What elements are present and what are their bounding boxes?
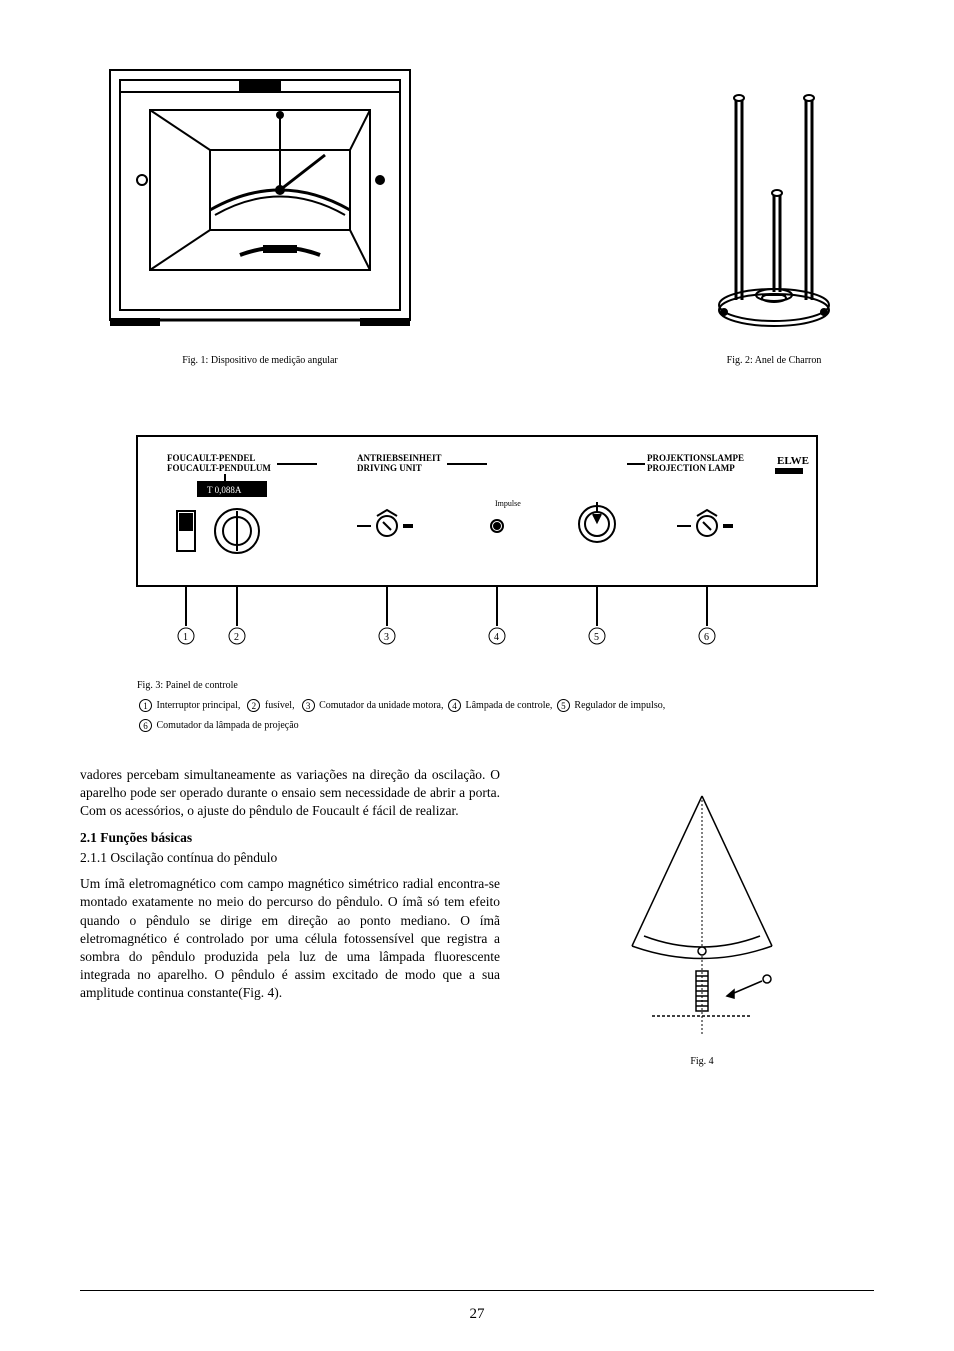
figure-2-svg	[694, 80, 854, 340]
legend-text-4: Lâmpada de controle,	[466, 700, 553, 711]
legend-num-6: 6	[139, 719, 152, 732]
text-column: vadores percebam simultaneamente as vari…	[80, 766, 500, 1067]
legend-num-2: 2	[247, 699, 260, 712]
figure-3-captions: Fig. 3: Painel de controle 1 Interruptor…	[117, 676, 837, 736]
legend-num-3: 3	[302, 699, 315, 712]
svg-text:1: 1	[183, 632, 188, 643]
paragraph-1: vadores percebam simultaneamente as vari…	[80, 766, 500, 821]
svg-text:DRIVING UNIT: DRIVING UNIT	[357, 463, 422, 473]
legend-text-3: Comutador da unidade motora,	[319, 700, 443, 711]
body-columns: vadores percebam simultaneamente as vari…	[80, 766, 874, 1067]
svg-text:3: 3	[384, 632, 389, 643]
legend-text-1: Interruptor principal,	[157, 700, 241, 711]
legend-num-1: 1	[139, 699, 152, 712]
legend-text-2: fusível,	[265, 700, 295, 711]
paragraph-2: Um ímã eletromagnético com campo magnéti…	[80, 875, 500, 1003]
svg-text:FOUCAULT-PENDEL: FOUCAULT-PENDEL	[167, 453, 255, 463]
svg-text:2: 2	[234, 632, 239, 643]
svg-text:FOUCAULT-PENDULUM: FOUCAULT-PENDULUM	[167, 463, 271, 473]
footer-rule	[80, 1290, 874, 1291]
figure-4-caption: Fig. 4	[690, 1056, 713, 1067]
figure-4-block: Fig. 4	[530, 766, 874, 1067]
legend-num-4: 4	[448, 699, 461, 712]
figure-1-svg	[90, 60, 430, 340]
figure-1-caption: Fig. 1: Dispositivo de medição angular	[80, 355, 440, 366]
page-number: 27	[0, 1306, 954, 1323]
legend-text-5: Regulador de impulso,	[574, 700, 665, 711]
legend-num-5: 5	[557, 699, 570, 712]
heading-2-1-1: 2.1.1 Oscilação contínua do pêndulo	[80, 849, 500, 867]
figure-4-svg	[572, 786, 832, 1046]
svg-text:ELWE: ELWE	[777, 455, 809, 467]
figure-2-block: Fig. 2: Anel de Charron	[674, 80, 874, 366]
figure-3-title: Fig. 3: Painel de controle	[137, 676, 837, 696]
figure-3-block: FOUCAULT-PENDEL FOUCAULT-PENDULUM ANTRIE…	[117, 426, 837, 736]
svg-text:PROJEKTIONSLAMPE: PROJEKTIONSLAMPE	[647, 453, 744, 463]
figure-3-svg: FOUCAULT-PENDEL FOUCAULT-PENDULUM ANTRIE…	[117, 426, 837, 656]
svg-text:5: 5	[594, 632, 599, 643]
heading-2-1: 2.1 Funções básicas	[80, 829, 500, 847]
figure-3-legend-line1: 1 Interruptor principal, 2 fusível, 3 Co…	[137, 696, 837, 716]
svg-text:T 0,088A: T 0,088A	[207, 485, 242, 495]
svg-text:ANTRIEBSEINHEIT: ANTRIEBSEINHEIT	[357, 453, 442, 463]
legend-text-6: Comutador da lâmpada de projeção	[157, 720, 299, 731]
top-figures-row: Fig. 1: Dispositivo de medição angular	[80, 60, 874, 366]
svg-text:Impulse: Impulse	[495, 499, 521, 508]
figure-1-block: Fig. 1: Dispositivo de medição angular	[80, 60, 440, 366]
figure-3-legend-line2: 6 Comutador da lâmpada de projeção	[137, 716, 837, 736]
svg-text:6: 6	[704, 632, 709, 643]
svg-text:4: 4	[494, 632, 499, 643]
figure-2-caption: Fig. 2: Anel de Charron	[674, 355, 874, 366]
svg-text:PROJECTION LAMP: PROJECTION LAMP	[647, 463, 735, 473]
